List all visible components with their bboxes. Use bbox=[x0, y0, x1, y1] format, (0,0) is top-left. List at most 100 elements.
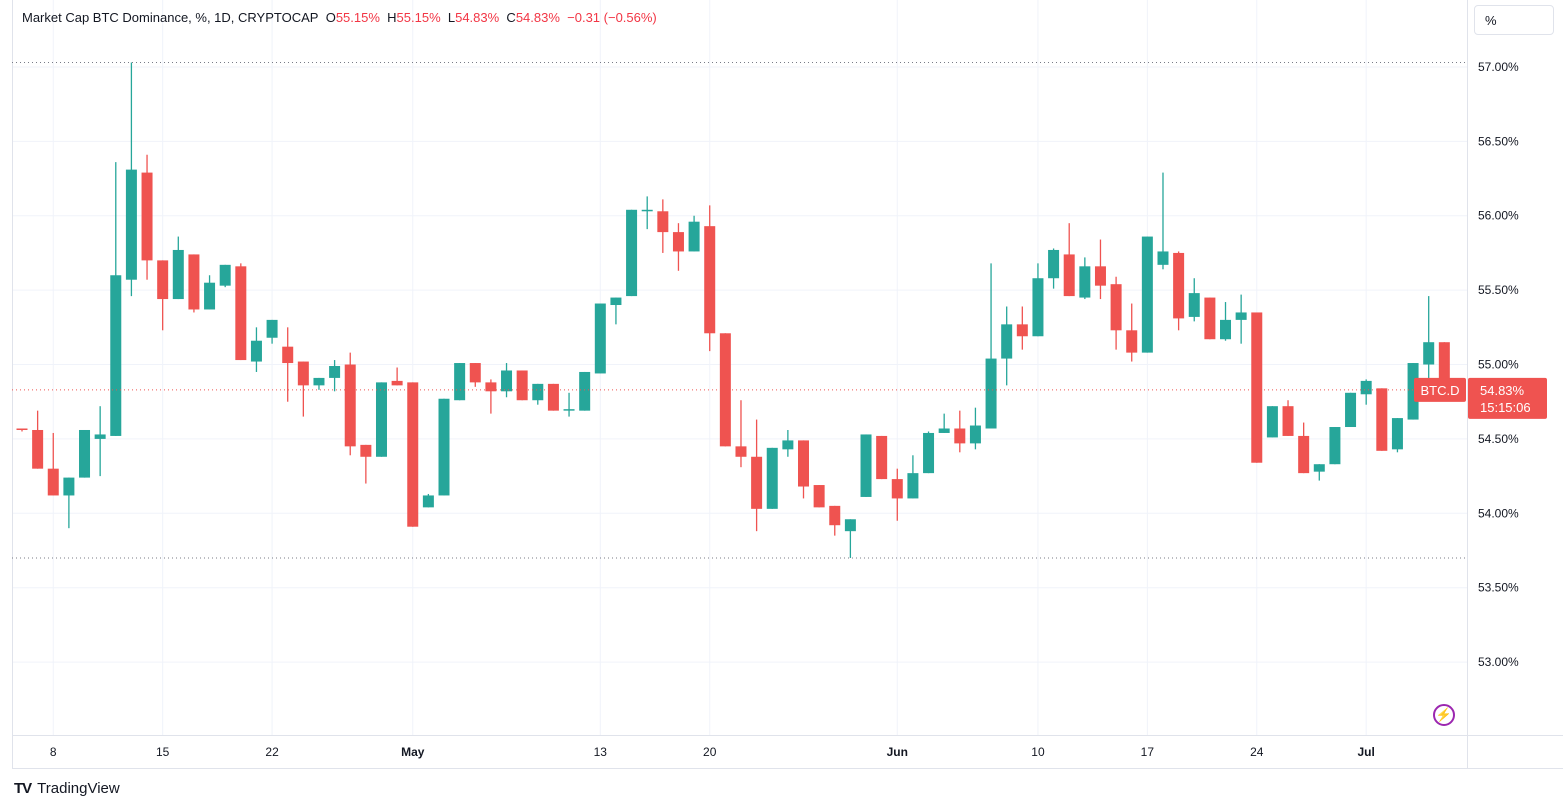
candle bbox=[1282, 400, 1294, 436]
candle-body bbox=[157, 260, 169, 300]
low-value: 54.83% bbox=[455, 10, 500, 25]
lightning-icon[interactable]: ⚡ bbox=[1433, 704, 1455, 726]
candle bbox=[1266, 406, 1278, 438]
candle-body bbox=[610, 297, 622, 306]
candle bbox=[375, 382, 387, 457]
candle-body bbox=[1157, 251, 1169, 265]
candle bbox=[985, 263, 997, 429]
candle bbox=[1188, 278, 1200, 322]
candle bbox=[1016, 306, 1028, 350]
candle bbox=[1126, 303, 1138, 362]
candle-body bbox=[829, 505, 841, 526]
candle-body bbox=[125, 169, 137, 280]
candle-body bbox=[579, 371, 591, 411]
candle bbox=[1313, 464, 1325, 481]
candle bbox=[579, 371, 591, 411]
candle bbox=[1423, 296, 1435, 390]
candle bbox=[454, 363, 466, 401]
candle bbox=[1376, 388, 1388, 451]
candle-body bbox=[1266, 406, 1278, 438]
high-value: 55.15% bbox=[396, 10, 441, 25]
candle bbox=[1360, 379, 1372, 405]
candle bbox=[172, 236, 184, 300]
candle bbox=[954, 410, 966, 453]
legend-title: Market Cap BTC Dominance, %, 1D, CRYPTOC… bbox=[22, 10, 319, 25]
change-value: −0.31 (−0.56%) bbox=[567, 10, 657, 25]
candle-body bbox=[422, 495, 434, 508]
candle bbox=[1094, 239, 1106, 300]
candle bbox=[438, 398, 450, 496]
footer-branding[interactable]: TV TradingView bbox=[14, 780, 120, 797]
countdown-timer: 15:15:06 bbox=[1480, 400, 1531, 415]
candle bbox=[532, 383, 544, 405]
candle-body bbox=[891, 479, 903, 499]
candle-body bbox=[313, 377, 325, 386]
candle bbox=[1001, 306, 1013, 386]
candle-body bbox=[1063, 254, 1075, 297]
candle bbox=[1251, 312, 1263, 463]
candle-body bbox=[1079, 266, 1091, 298]
candle-body bbox=[1298, 435, 1310, 474]
y-tick-label: 54.00% bbox=[1478, 506, 1519, 520]
candle bbox=[719, 333, 731, 447]
time-axis[interactable]: 8 15 22 May 13 20 Jun 10 17 24 Jul bbox=[50, 745, 1375, 759]
candle bbox=[250, 327, 262, 372]
candle bbox=[313, 377, 325, 390]
candle-body bbox=[798, 440, 809, 487]
candle-body bbox=[1376, 388, 1388, 451]
candle bbox=[266, 319, 278, 344]
candle bbox=[751, 419, 763, 532]
overlays: BTC.D bbox=[12, 61, 1467, 559]
candle-body bbox=[1204, 297, 1216, 340]
close-label: C bbox=[506, 10, 516, 25]
candle-body bbox=[1048, 249, 1060, 279]
candle bbox=[782, 429, 794, 457]
candle bbox=[813, 485, 825, 508]
candle-body bbox=[813, 485, 825, 508]
candle-body bbox=[250, 340, 262, 362]
candle bbox=[626, 209, 638, 297]
candle-body bbox=[79, 429, 91, 478]
candle bbox=[766, 447, 778, 509]
candle bbox=[235, 263, 247, 361]
candle-body bbox=[1423, 342, 1435, 365]
candle-body bbox=[985, 358, 997, 429]
price-axis[interactable]: 57.00% 56.50% 56.00% 55.50% 55.00% 54.50% 54.0… bbox=[1468, 60, 1547, 669]
candle bbox=[1298, 422, 1310, 474]
candle-body bbox=[969, 425, 981, 444]
symbol-tag-bg bbox=[1414, 377, 1466, 402]
brand-name: TradingView bbox=[37, 780, 120, 797]
last-price-label: 54.83% 15:15:06 bbox=[1468, 377, 1547, 419]
candle-body bbox=[1188, 293, 1200, 317]
candle bbox=[1157, 172, 1169, 270]
x-tick-label: 20 bbox=[703, 745, 717, 759]
candle-body bbox=[860, 434, 872, 497]
candle-body bbox=[1345, 392, 1357, 428]
candle bbox=[94, 406, 106, 477]
percent-scale-button[interactable]: % bbox=[1474, 5, 1554, 35]
symbol-tag: BTC.D bbox=[1414, 377, 1466, 402]
candle bbox=[1141, 236, 1153, 353]
candle-body bbox=[516, 370, 528, 401]
candle-body bbox=[1329, 427, 1341, 465]
tradingview-logo-icon: TV bbox=[14, 780, 32, 797]
candle-body bbox=[688, 221, 700, 252]
candle bbox=[297, 361, 309, 417]
candle bbox=[1329, 427, 1341, 465]
candle-body bbox=[938, 428, 950, 433]
y-tick-label: 56.00% bbox=[1478, 209, 1519, 223]
candle bbox=[688, 215, 700, 252]
candle-body bbox=[235, 266, 247, 361]
candle-body bbox=[501, 370, 513, 392]
candle-body bbox=[1251, 312, 1263, 463]
y-tick-label: 53.00% bbox=[1478, 655, 1519, 669]
candle bbox=[391, 367, 403, 386]
candle-body bbox=[563, 409, 575, 411]
candle-body bbox=[1235, 312, 1247, 320]
candle-body bbox=[94, 434, 106, 439]
candle bbox=[923, 431, 935, 474]
candle bbox=[547, 383, 559, 411]
